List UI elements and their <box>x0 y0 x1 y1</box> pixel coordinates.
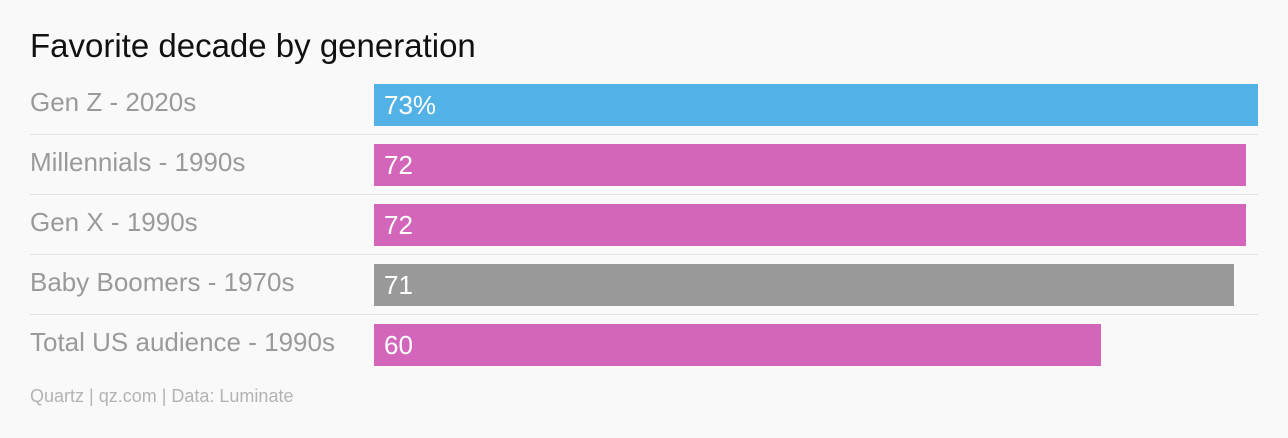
bar: 72 <box>374 144 1246 186</box>
source-note: Quartz | qz.com | Data: Luminate <box>30 386 294 406</box>
bar-value-label: 72 <box>384 150 413 180</box>
bar: 73% <box>374 84 1258 126</box>
bar-value-label: 72 <box>384 210 413 240</box>
category-label: Millennials - 1990s <box>30 147 246 177</box>
bar-row: Millennials - 1990s 72 <box>30 144 1258 204</box>
row-divider <box>30 254 1258 255</box>
row-divider <box>30 314 1258 315</box>
bar: 60 <box>374 324 1101 366</box>
bar: 72 <box>374 204 1246 246</box>
bar: 71 <box>374 264 1234 306</box>
bar-value-label: 71 <box>384 270 413 300</box>
bar-row: Gen X - 1990s 72 <box>30 204 1258 264</box>
category-label: Baby Boomers - 1970s <box>30 267 295 297</box>
row-divider <box>30 134 1258 135</box>
bar-value-label: 60 <box>384 330 413 360</box>
category-label: Total US audience - 1990s <box>30 327 335 357</box>
bar-row: Gen Z - 2020s 73% <box>30 84 1258 144</box>
chart-title: Favorite decade by generation <box>30 27 476 64</box>
category-label: Gen Z - 2020s <box>30 87 197 117</box>
bar-value-label: 73% <box>384 90 437 120</box>
bar-row: Total US audience - 1990s 60 <box>30 324 1258 384</box>
bar-row: Baby Boomers - 1970s 71 <box>30 264 1258 324</box>
row-divider <box>30 194 1258 195</box>
category-label: Gen X - 1990s <box>30 207 198 237</box>
